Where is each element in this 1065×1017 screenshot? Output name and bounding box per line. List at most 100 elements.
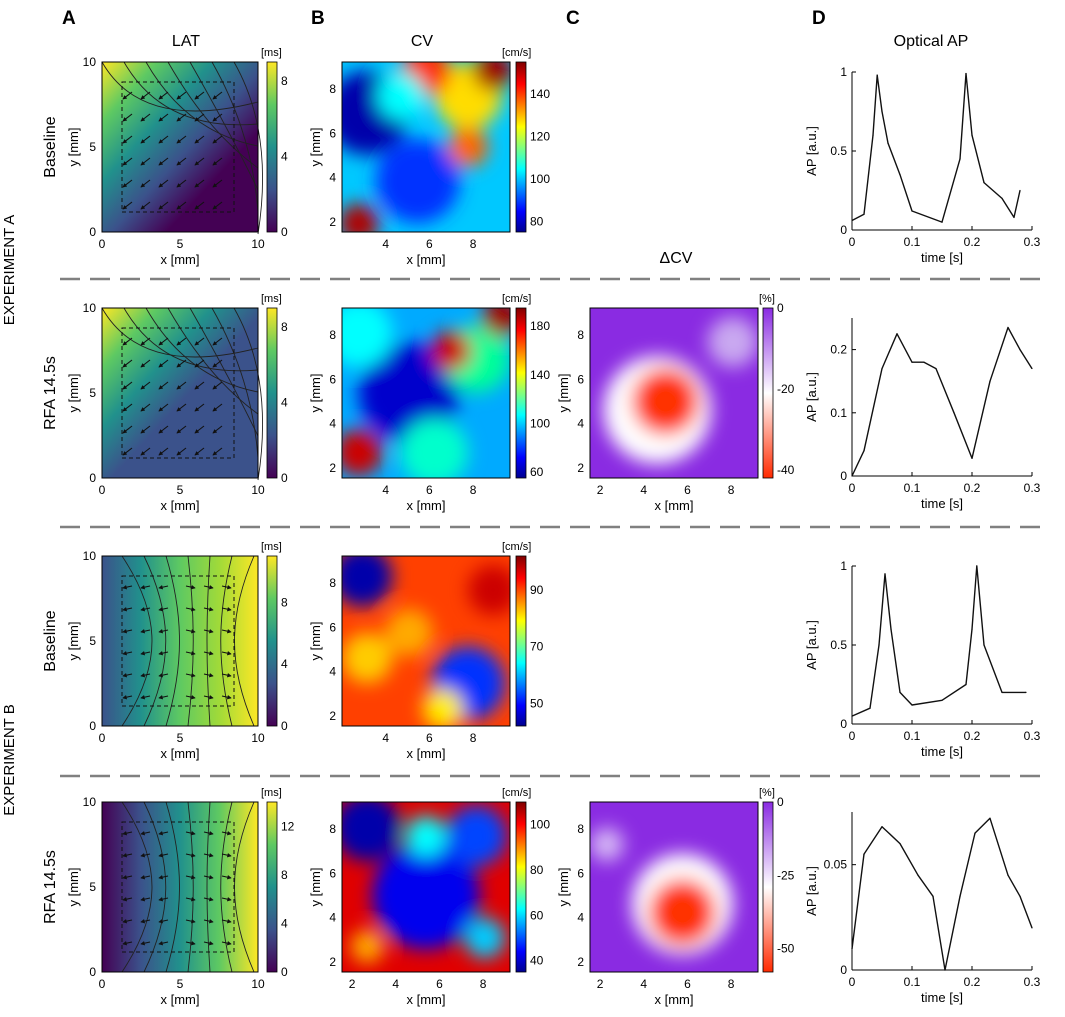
ap-xtick: 0: [849, 235, 856, 249]
cv-vector-arrow: [185, 629, 196, 634]
cv-vector-arrow: [212, 201, 223, 210]
cv-colorbar-unit: [cm/s]: [502, 293, 531, 305]
condition-label: Baseline: [42, 116, 59, 177]
lat-colorbar-tick: 0: [281, 225, 288, 239]
cv-ytick: 4: [329, 171, 336, 185]
cv-vector-arrow: [212, 381, 223, 390]
cv-vector-arrow: [158, 135, 169, 144]
lat-ytick: 5: [89, 634, 96, 648]
dcv-axes-box: [589, 307, 759, 479]
lat-contour: [165, 801, 180, 973]
cv-xlabel: x [mm]: [407, 498, 446, 513]
ap-xtick: 0.3: [1024, 729, 1041, 743]
cv-colorbar: [515, 801, 527, 973]
ap-point: [899, 174, 901, 176]
cv-map: [342, 556, 510, 726]
lat-xtick: 0: [99, 237, 106, 251]
cv-vector-arrow: [122, 651, 133, 656]
cv-ytick: 8: [329, 576, 336, 590]
cv-vector-arrow: [140, 673, 151, 678]
cv-xtick: 4: [382, 731, 389, 745]
cv-colorbar-tick: 80: [530, 214, 544, 228]
dcv-region: [632, 367, 700, 436]
lat-colorbar: [266, 307, 278, 479]
cv-vector-arrow: [140, 629, 151, 634]
cv-ytick: 4: [329, 665, 336, 679]
cv-vector-arrow: [185, 831, 196, 836]
lat-axes-box: [101, 555, 259, 727]
cv-vector-arrow: [122, 607, 133, 612]
ap-ytick: 0: [840, 469, 847, 483]
lat-colorbar-tick: 8: [281, 320, 288, 334]
cv-vector-arrow: [203, 629, 214, 634]
lat-contour: [143, 555, 167, 727]
lat-contour: [189, 61, 259, 191]
cv-vector-arrow: [140, 201, 151, 210]
cv-xtick: 6: [426, 237, 433, 251]
cv-colorbar-tick: 50: [530, 696, 544, 710]
lat-ytick: 5: [89, 140, 96, 154]
ap-xlabel: time [s]: [921, 990, 963, 1005]
cv-vector-arrow: [212, 135, 223, 144]
ap-xtick: 0: [849, 481, 856, 495]
cv-vector-arrow: [194, 381, 205, 390]
cv-vector-arrow: [221, 585, 232, 590]
cv-vector-arrow: [158, 381, 169, 390]
cv-vector-arrow: [122, 831, 133, 836]
cv-vector-arrow: [122, 425, 133, 434]
lat-xlabel: x [mm]: [161, 252, 200, 267]
cv-colorbar-tick: 100: [530, 818, 550, 832]
ap-xtick: 0.1: [904, 481, 921, 495]
dcv-xtick: 2: [597, 977, 604, 991]
lat-xtick: 0: [99, 483, 106, 497]
ap-point: [851, 715, 853, 717]
cv-region: [385, 608, 433, 657]
cv-vector-arrow: [158, 179, 169, 188]
cv-ytick: 4: [329, 911, 336, 925]
cv-vector-arrow: [176, 359, 187, 368]
cv-vector-arrow: [158, 629, 169, 634]
cv-vector-arrow: [122, 91, 133, 100]
ap-xlabel: time [s]: [921, 250, 963, 265]
cv-axes-box: [341, 801, 511, 973]
cv-colorbar-tick: 80: [530, 863, 544, 877]
ap-xtick: 0.3: [1024, 975, 1041, 989]
cv-vector-arrow: [122, 941, 133, 946]
cv-vector-arrow: [185, 585, 196, 590]
lat-colorbar-tick: 0: [281, 719, 288, 733]
cv-vector-arrow: [203, 919, 214, 924]
cv-vector-arrow: [212, 113, 223, 122]
cv-vector-arrow: [140, 919, 151, 924]
cv-vector-arrow: [203, 853, 214, 858]
dcv-ytick: 6: [577, 372, 584, 386]
lat-map: [102, 62, 258, 232]
lat-contour: [220, 555, 233, 727]
ap-point: [1019, 895, 1021, 897]
dcv-colorbar: [762, 307, 774, 479]
ap-point: [1019, 189, 1021, 192]
cv-ytick: 6: [329, 620, 336, 634]
cv-vector-arrow: [194, 179, 205, 188]
cv-xtick: 2: [349, 977, 356, 991]
cv-vector-arrow: [140, 447, 151, 456]
lat-contour: [167, 61, 259, 169]
cv-ytick: 2: [329, 709, 336, 723]
dcv-ytick: 2: [577, 955, 584, 969]
condition-label: Baseline: [42, 610, 59, 671]
cv-vector-arrow: [203, 673, 214, 678]
cv-vector-arrow: [140, 831, 151, 836]
cv-vector-arrow: [122, 897, 133, 902]
cv-vector-arrow: [185, 919, 196, 924]
lat-xlabel: x [mm]: [161, 746, 200, 761]
ap-point: [953, 412, 955, 414]
cv-vector-arrow: [140, 875, 151, 880]
ap-ytick: 0: [840, 717, 847, 731]
lat-contour: [233, 61, 264, 235]
cv-vector-arrow: [203, 651, 214, 656]
cv-colorbar-tick: 140: [530, 87, 550, 101]
cv-vector-arrow: [203, 607, 214, 612]
cv-vector-arrow: [176, 157, 187, 166]
condition-label: RFA 14.5s: [42, 356, 59, 430]
